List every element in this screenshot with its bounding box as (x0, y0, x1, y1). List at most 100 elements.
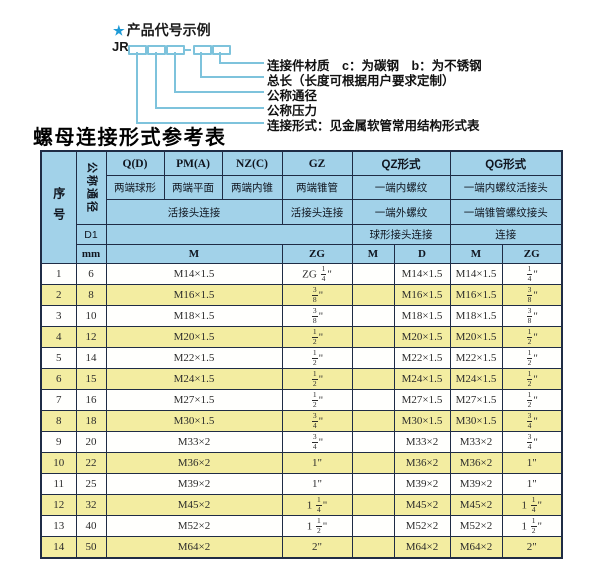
table-row: 5 14 M22×1.5 1 2 " M22×1.5 M22×1.5 1 2 " (40, 347, 563, 369)
cell-qg-zg: 3 4 " (501, 431, 563, 453)
cell-qg-m: M20×1.5 (449, 326, 503, 348)
cell-gz: 1" (281, 473, 353, 495)
cell-gz: 3 8 " (281, 284, 353, 306)
cell-qg-m: M16×1.5 (449, 284, 503, 306)
cell-qg-zg: 1 1 2 " (501, 515, 563, 537)
diagram-label-dn: 公称通径 (267, 89, 318, 103)
cell-m: M33×2 (105, 431, 283, 453)
code-box-4 (193, 45, 212, 55)
cell-dn: 22 (75, 452, 107, 474)
thread-header-qz-d: D (393, 244, 451, 264)
diagram-heading: ★ 产品代号示例 (113, 20, 211, 40)
leader-line-2 (155, 52, 264, 109)
code-dash (184, 49, 191, 51)
cell-gz: 1 2 " (281, 368, 353, 390)
cell-qz-d: M52×2 (393, 515, 451, 537)
cell-qz-d: M30×1.5 (393, 410, 451, 432)
table-row: 2 8 M16×1.5 3 8 " M16×1.5 M16×1.5 3 8 " (40, 284, 563, 306)
cell-qg-m: M33×2 (449, 431, 503, 453)
cell-qg-m: M22×1.5 (449, 347, 503, 369)
cell-dn: 50 (75, 536, 107, 559)
cell-qg-zg: 1 2 " (501, 368, 563, 390)
cell-qz-m (351, 347, 395, 369)
header-row-connection-1: 活接头连接 活接头连接 一端外螺纹 一端锥管螺纹接头 (41, 199, 563, 225)
cell-dn: 16 (75, 389, 107, 411)
cell-qg-m: M27×1.5 (449, 389, 503, 411)
cell-gz: 3 8 " (281, 305, 353, 327)
col-header-dn-label: 公称通径 (85, 162, 98, 214)
cell-qz-m (351, 263, 395, 285)
cell-seq: 9 (40, 431, 77, 453)
nut-connection-reference-table: 序号 公称通径 Q(D) PM(A) NZ(C) GZ QZ形式 QG形式 两端… (40, 150, 563, 559)
cell-qg-m: M24×1.5 (449, 368, 503, 390)
cell-qg-zg: 3 4 " (501, 410, 563, 432)
diagram-heading-text: 产品代号示例 (126, 22, 211, 38)
thread-header-m: M (105, 244, 283, 264)
cell-qg-m: M14×1.5 (449, 263, 503, 285)
cell-qz-m (351, 284, 395, 306)
diagram-label-pressure: 公称压力 (267, 104, 318, 118)
group-header-gz: GZ (281, 150, 353, 176)
style-header-qd: 两端球形 (105, 175, 165, 200)
cell-qg-m: M39×2 (449, 473, 503, 495)
group-header-qg: QG形式 (449, 150, 563, 176)
cell-m: M30×1.5 (105, 410, 283, 432)
cell-seq: 6 (40, 368, 77, 390)
group-header-nzc: NZ(C) (221, 150, 283, 176)
connection-header-qz: 一端外螺纹 (351, 199, 451, 225)
table-title: 螺母连接形式参考表 (33, 125, 227, 149)
diagram-label-material: 连接件材质 c：为碳钢 b：为不锈钢 (267, 59, 482, 73)
cell-qz-d: M27×1.5 (393, 389, 451, 411)
cell-seq: 8 (40, 410, 77, 432)
thread-header-qg-zg: ZG (501, 244, 563, 264)
cell-seq: 1 (40, 263, 77, 285)
cell-qz-m (351, 494, 395, 516)
cell-seq: 11 (40, 473, 77, 495)
connection-header-union: 活接头连接 (105, 199, 283, 225)
cell-qg-zg: 3 8 " (501, 284, 563, 306)
cell-qg-zg: 1 2 " (501, 389, 563, 411)
diagram-label-length: 总长（长度可根据用户要求定制） (267, 74, 455, 88)
cell-dn: 32 (75, 494, 107, 516)
cell-m: M22×1.5 (105, 347, 283, 369)
cell-dn: 25 (75, 473, 107, 495)
cell-seq: 10 (40, 452, 77, 474)
cell-dn: 8 (75, 284, 107, 306)
cell-m: M24×1.5 (105, 368, 283, 390)
table-row: 4 12 M20×1.5 1 2 " M20×1.5 M20×1.5 1 2 " (40, 326, 563, 348)
cell-qz-m (351, 536, 395, 559)
star-icon: ★ (113, 23, 125, 38)
header-row-units: mm M ZG M D M ZG (41, 244, 563, 264)
header-spacer-cell (105, 224, 353, 245)
cell-qg-m: M30×1.5 (449, 410, 503, 432)
table-row: 10 22 M36×2 1" M36×2 M36×2 1" (40, 452, 563, 474)
cell-m: M39×2 (105, 473, 283, 495)
cell-seq: 14 (40, 536, 77, 559)
col-header-seq: 序号 (40, 150, 77, 264)
table-row: 11 25 M39×2 1" M39×2 M39×2 1" (40, 473, 563, 495)
cell-qz-m (351, 431, 395, 453)
col-header-dn: 公称通径 (75, 150, 107, 225)
cell-dn: 15 (75, 368, 107, 390)
cell-gz: 1 1 4 " (281, 494, 353, 516)
cell-gz: 2" (281, 536, 353, 559)
table-header: 序号 公称通径 Q(D) PM(A) NZ(C) GZ QZ形式 QG形式 两端… (40, 150, 563, 264)
thread-header-zg: ZG (281, 244, 353, 264)
cell-qz-m (351, 452, 395, 474)
table-row: 13 40 M52×2 1 1 2 " M52×2 M52×2 1 1 2 " (40, 515, 563, 537)
cell-gz: 3 4 " (281, 410, 353, 432)
table-row: 6 15 M24×1.5 1 2 " M24×1.5 M24×1.5 1 2 " (40, 368, 563, 390)
cell-qz-d: M64×2 (393, 536, 451, 559)
cell-dn: 10 (75, 305, 107, 327)
cell-qg-zg: 1 1 4 " (501, 494, 563, 516)
cell-qz-d: M36×2 (393, 452, 451, 474)
col-header-seq-label: 序号 (51, 186, 66, 229)
cell-gz: 1 2 " (281, 389, 353, 411)
code-box-5 (212, 45, 231, 55)
thread-header-qg-m: M (449, 244, 503, 264)
cell-dn: 20 (75, 431, 107, 453)
cell-qz-m (351, 368, 395, 390)
table-row: 3 10 M18×1.5 3 8 " M18×1.5 M18×1.5 3 8 " (40, 305, 563, 327)
cell-m: M36×2 (105, 452, 283, 474)
